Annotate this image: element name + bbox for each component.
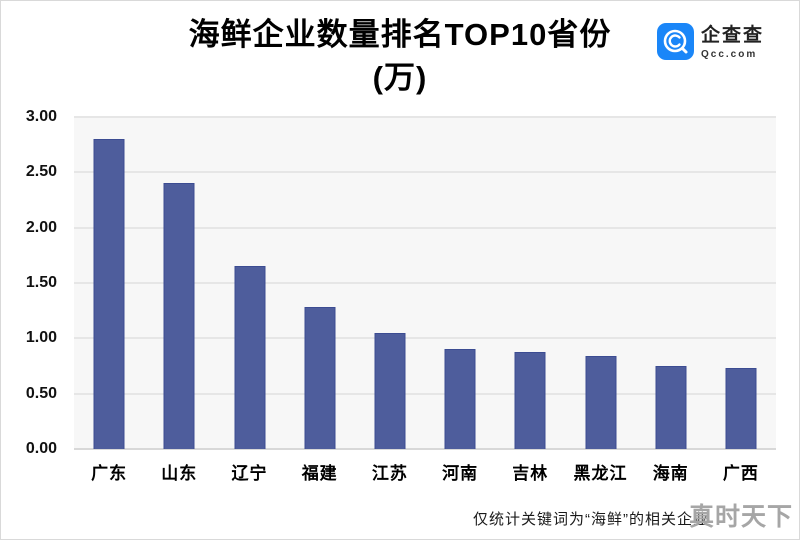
magnifier-c-icon: [663, 29, 688, 54]
plot-area: [74, 116, 776, 450]
footnote: 仅统计关键词为“海鲜”的相关企业: [473, 511, 709, 528]
qcc-logo-domain: Qcc.com: [701, 49, 758, 60]
x-axis: 广东 山东 辽宁 福建 江苏 河南 吉林 黑龙江 海南 广西: [74, 459, 776, 485]
x-category-label: 福建: [301, 464, 338, 483]
x-category-label: 广东: [91, 464, 128, 483]
chart-title: 海鲜企业数量排名TOP10省份 (万): [1, 13, 799, 99]
y-tick-label: 1.50: [25, 274, 57, 291]
x-category-label: 辽宁: [231, 464, 268, 483]
x-category-label: 黑龙江: [573, 464, 628, 483]
qcc-logo: 企查查 Qcc.com: [657, 23, 764, 60]
y-tick-label: 2.00: [25, 218, 57, 236]
qcc-logo-icon: [657, 23, 694, 60]
x-category-label: 吉林: [512, 464, 549, 483]
y-axis: 3.00 2.50 2.00 1.50 1.00 0.50 0.00: [1, 108, 65, 457]
chart-bar-山东: [163, 183, 195, 449]
chart-bar-辽宁: [234, 266, 265, 449]
qcc-logo-text: 企查查 Qcc.com: [701, 23, 764, 60]
y-tick-label: 0.50: [25, 384, 57, 402]
gridline-2.50: [74, 171, 776, 174]
x-category-label: 山东: [161, 464, 198, 483]
gridline-3.00: [74, 116, 776, 118]
chart-bar-广东: [93, 139, 125, 449]
chart-bar-福建: [304, 307, 336, 449]
y-tick-label: 1.00: [25, 329, 57, 347]
y-tick-label: 3.00: [25, 108, 57, 125]
x-category-label: 海南: [652, 464, 689, 483]
chart-bar-海南: [655, 366, 687, 449]
gridline-0.50: [74, 392, 776, 395]
gridline-2.00: [74, 226, 776, 229]
chart-bar-黑龙江: [585, 356, 616, 449]
chart-bar-江苏: [374, 332, 406, 449]
x-category-label: 河南: [442, 464, 479, 483]
chart-title-line2: (万): [372, 60, 428, 95]
x-category-label: 江苏: [371, 464, 408, 483]
gridline-1.00: [74, 337, 776, 340]
y-tick-label: 0.00: [25, 440, 57, 457]
chart-title-line1: 海鲜企业数量排名TOP10省份: [188, 17, 612, 52]
y-tick-label: 2.50: [25, 163, 57, 181]
qcc-logo-name: 企查查: [701, 25, 765, 46]
gridline-0.00: [74, 448, 776, 450]
x-category-label: 广西: [722, 464, 759, 483]
gridline-1.50: [74, 282, 776, 284]
chart-bar-河南: [444, 349, 476, 449]
chart-bar-吉林: [514, 351, 546, 449]
watermark: 真时天下: [688, 503, 793, 531]
chart-bar-广西: [725, 368, 757, 449]
